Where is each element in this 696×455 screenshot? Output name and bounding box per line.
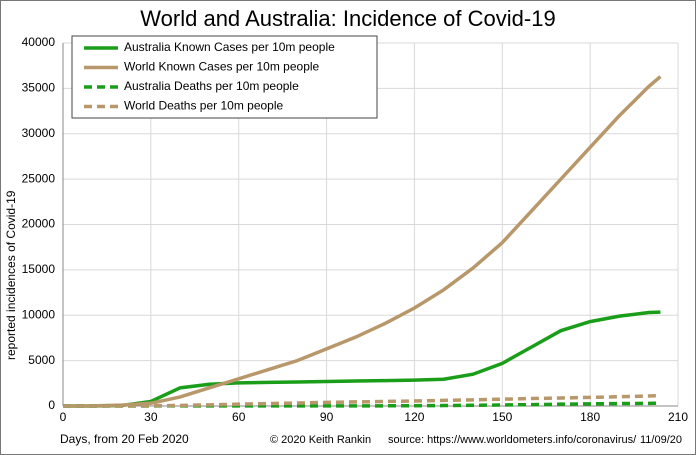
x-tick-label: 30	[144, 410, 158, 424]
y-tick-label: 10000	[22, 307, 56, 321]
x-tick-label: 180	[580, 410, 600, 424]
legend-label: Australia Deaths per 10m people	[124, 79, 299, 93]
x-tick-label: 210	[668, 410, 688, 424]
legend-label: Australia Known Cases per 10m people	[124, 40, 335, 54]
x-axis-label: Days, from 20 Feb 2020	[60, 432, 189, 446]
x-tick-label: 150	[492, 410, 512, 424]
legend-label: World Deaths per 10m people	[124, 99, 284, 113]
x-tick-label: 90	[320, 410, 334, 424]
y-tick-label: 30000	[22, 126, 56, 140]
copyright: © 2020 Keith Rankin	[270, 434, 371, 446]
y-tick-label: 25000	[22, 171, 56, 185]
date: 11/09/20	[640, 434, 682, 446]
x-tick-label: 120	[404, 410, 424, 424]
legend-box	[71, 35, 378, 119]
source: source: https://www.worldometers.info/co…	[388, 434, 637, 446]
y-tick-label: 35000	[22, 81, 56, 95]
y-tick-label: 15000	[22, 262, 56, 276]
series-line	[63, 310, 661, 408]
chart-title: World and Australia: Incidence of Covid-…	[140, 6, 555, 31]
legend-label: World Known Cases per 10m people	[124, 60, 320, 74]
y-tick-label: 0	[48, 398, 55, 412]
y-tick-label: 20000	[22, 217, 56, 231]
y-tick-label: 5000	[28, 353, 55, 367]
series-line	[63, 401, 661, 408]
x-tick-label: 60	[232, 410, 246, 424]
y-axis-label: reported incidences of Covid-19	[4, 190, 18, 360]
series-line	[62, 75, 662, 408]
y-tick-label: 40000	[22, 35, 56, 49]
series-line	[63, 393, 661, 408]
x-tick-label: 0	[60, 410, 67, 424]
